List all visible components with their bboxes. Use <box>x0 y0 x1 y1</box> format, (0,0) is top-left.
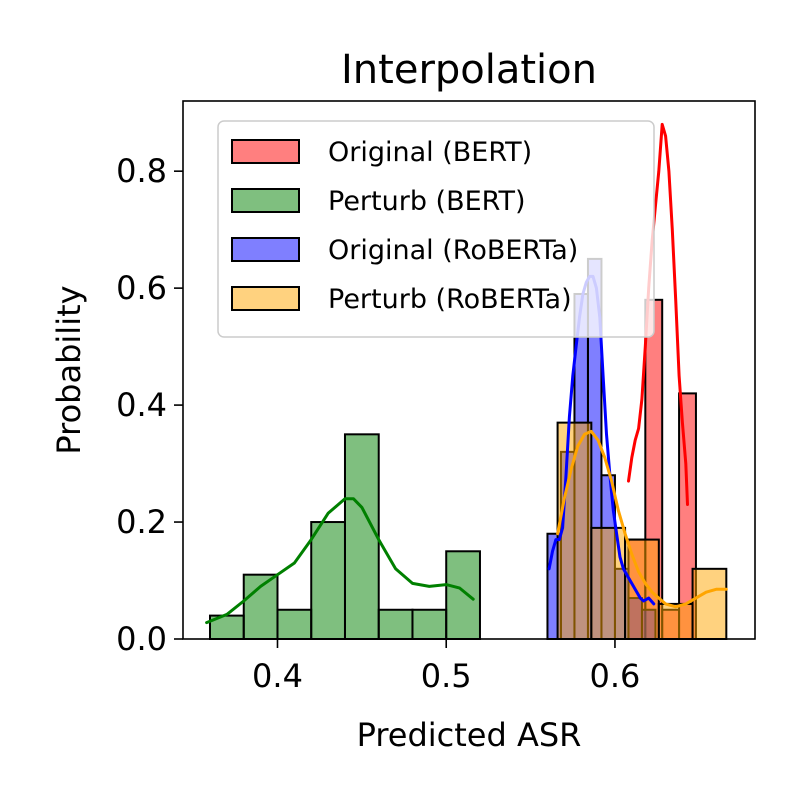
bar-perturb-bert-7 <box>445 550 481 640</box>
legend-swatch-original-roberta <box>231 237 300 262</box>
y-tick-label: 0.8 <box>116 152 167 190</box>
kde-line-perturb-bert <box>205 497 475 625</box>
legend-swatch-perturb-roberta <box>231 286 300 311</box>
y-tick-label: 0.4 <box>116 386 167 424</box>
bar-perturb-roberta-2 <box>624 538 660 641</box>
chart-title: Interpolation <box>341 47 597 93</box>
bar-perturb-bert-3 <box>310 521 346 640</box>
x-tick-label: 0.4 <box>252 657 303 695</box>
bar-perturb-bert-5 <box>377 608 414 640</box>
legend-swatch-original-bert <box>231 139 300 164</box>
legend-label-perturb-bert: Perturb (BERT) <box>328 186 526 217</box>
legend-swatch-perturb-bert <box>231 188 300 213</box>
legend: Original (BERT) Perturb (BERT) Original (R… <box>217 120 655 338</box>
y-tick-label: 0.0 <box>116 620 167 658</box>
histogram-bars <box>208 257 728 641</box>
bar-perturb-bert-2 <box>276 608 313 640</box>
legend-frame <box>217 120 655 338</box>
bar-perturb-roberta-4 <box>691 567 728 641</box>
legend-label-original-roberta: Original (RoBERTa) <box>328 235 578 266</box>
bar-perturb-bert-1 <box>242 573 279 640</box>
y-axis-label: Probability <box>50 285 88 454</box>
legend-label-perturb-roberta: Perturb (RoBERTa) <box>328 284 572 315</box>
bar-perturb-roberta-1 <box>590 526 627 640</box>
legend-label-original-bert: Original (BERT) <box>328 137 532 168</box>
x-axis-label: Predicted ASR <box>357 716 582 754</box>
kde-line-original-bert <box>627 122 689 506</box>
bar-perturb-roberta-3 <box>657 602 694 640</box>
kde-line-perturb-roberta <box>556 429 728 609</box>
y-axis-ticks: 0.0 0.2 0.4 0.6 0.8 <box>116 152 183 658</box>
y-tick-label: 0.6 <box>116 269 167 307</box>
x-tick-label: 0.5 <box>421 657 472 695</box>
y-tick-label: 0.2 <box>116 503 167 541</box>
bar-perturb-bert-6 <box>411 608 448 640</box>
x-axis-ticks: 0.4 0.5 0.6 <box>252 639 640 695</box>
x-tick-label: 0.6 <box>590 657 641 695</box>
bar-perturb-bert-4 <box>343 433 380 640</box>
plot-frame <box>182 100 756 640</box>
